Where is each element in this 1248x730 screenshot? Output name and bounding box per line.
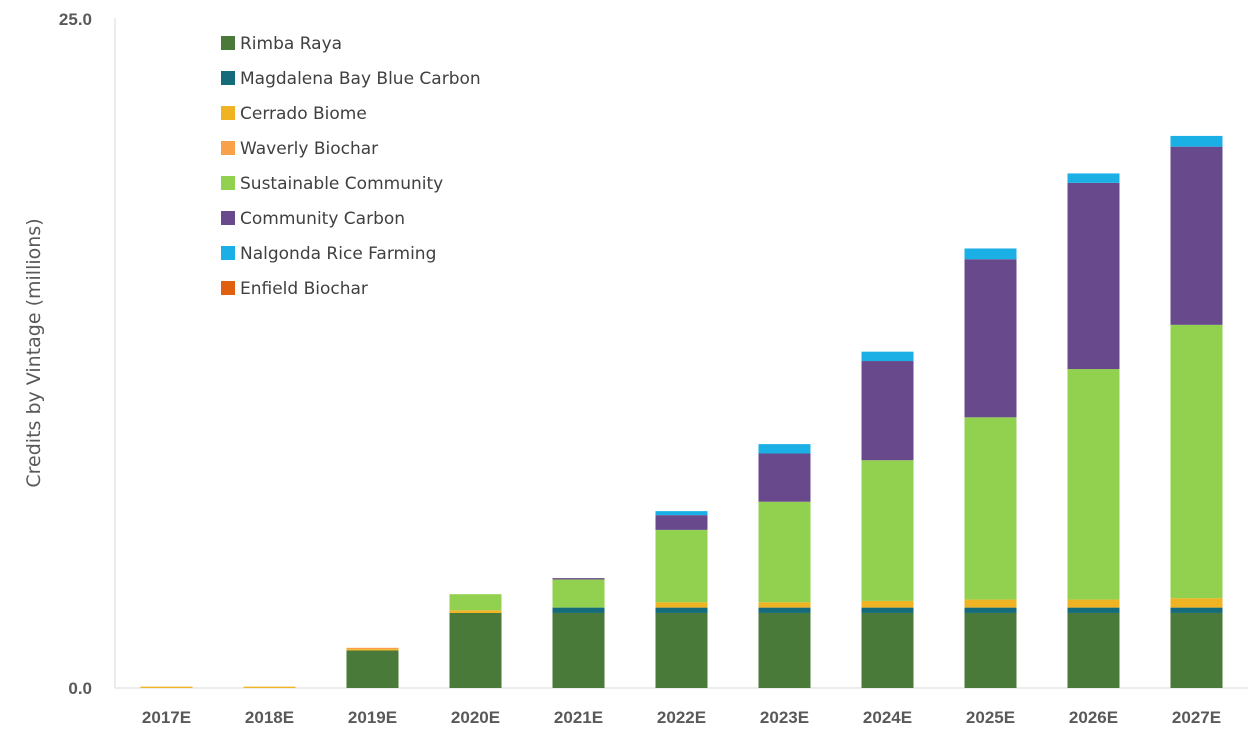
bar-segment-2022E-series-4 <box>655 529 708 603</box>
y-tick-max: 25.0 <box>59 10 92 29</box>
bar-segment-2027E-series-5 <box>1170 146 1223 325</box>
legend-label-3: Waverly Biochar <box>240 139 378 159</box>
bar-segment-2026E-series-2 <box>1067 599 1120 608</box>
bar-segment-2025E-series-4 <box>964 417 1017 600</box>
x-tick-label-2019E: 2019E <box>348 708 397 727</box>
x-tick-label-2023E: 2023E <box>760 708 809 727</box>
bar-segment-2026E-series-0 <box>1067 612 1120 688</box>
legend-swatch-0 <box>221 36 235 50</box>
bar-segment-2022E-series-6 <box>655 511 708 516</box>
bar-segment-2026E-series-4 <box>1067 369 1120 600</box>
bar-segment-2023E-series-4 <box>758 501 811 603</box>
legend-swatch-2 <box>221 106 235 120</box>
legend-label-0: Rimba Raya <box>240 34 342 54</box>
bar-segment-2025E-series-1 <box>964 607 1017 613</box>
bar-segment-2024E-series-6 <box>861 351 914 362</box>
bar-segment-2023E-series-5 <box>758 453 811 502</box>
legend-label-7: Enfield Biochar <box>240 279 368 299</box>
legend-swatch-7 <box>221 281 235 295</box>
bar-segment-2026E-series-1 <box>1067 607 1120 613</box>
bar-segment-2021E-series-4 <box>552 579 605 608</box>
y-axis-label: Credits by Vintage (millions) <box>23 218 45 487</box>
bar-segment-2025E-series-5 <box>964 259 1017 418</box>
bar-segment-2019E-series-3 <box>346 647 399 650</box>
bar-segment-2025E-series-6 <box>964 248 1017 260</box>
x-tick-label-2024E: 2024E <box>863 708 912 727</box>
bar-segment-2017E-series-2 <box>140 686 193 688</box>
bar-segment-2018E-series-2 <box>243 686 296 688</box>
x-tick-label-2027E: 2027E <box>1172 708 1221 727</box>
bar-segment-2024E-series-2 <box>861 600 914 608</box>
legend-label-6: Nalgonda Rice Farming <box>240 244 436 264</box>
bar-segment-2020E-series-0 <box>449 612 502 688</box>
bar-segment-2027E-series-6 <box>1170 135 1223 147</box>
bar-segment-2026E-series-6 <box>1067 173 1120 183</box>
bar-segment-2025E-series-2 <box>964 599 1017 608</box>
bar-segment-2027E-series-4 <box>1170 324 1223 599</box>
bar-segment-2023E-series-6 <box>758 444 811 454</box>
bar-segment-2021E-series-1 <box>552 607 605 613</box>
legend-swatch-5 <box>221 211 235 225</box>
legend-swatch-4 <box>221 176 235 190</box>
x-tick-label-2026E: 2026E <box>1069 708 1118 727</box>
bar-segment-2023E-series-2 <box>758 602 811 608</box>
x-tick-label-2018E: 2018E <box>245 708 294 727</box>
legend-label-1: Magdalena Bay Blue Carbon <box>240 69 481 89</box>
bar-segment-2023E-series-1 <box>758 607 811 613</box>
bar-segment-2019E-series-2 <box>346 649 399 651</box>
bar-segment-2019E-series-0 <box>346 650 399 688</box>
bar-segment-2020E-series-2 <box>449 610 502 613</box>
bar-segment-2025E-series-0 <box>964 612 1017 688</box>
bars-group <box>140 135 1223 688</box>
bar-segment-2021E-series-0 <box>552 612 605 688</box>
legend: Rimba Raya Magdalena Bay Blue Carbon Cerra… <box>221 34 481 299</box>
bar-segment-2024E-series-0 <box>861 612 914 688</box>
y-tick-min: 0.0 <box>68 679 92 698</box>
bar-segment-2024E-series-1 <box>861 607 914 613</box>
bar-segment-2022E-series-5 <box>655 515 708 530</box>
bar-segment-2027E-series-1 <box>1170 607 1223 613</box>
bar-segment-2022E-series-1 <box>655 607 708 613</box>
legend-swatch-6 <box>221 246 235 260</box>
bar-segment-2027E-series-2 <box>1170 598 1223 608</box>
x-tick-label-2025E: 2025E <box>966 708 1015 727</box>
bar-segment-2024E-series-4 <box>861 460 914 601</box>
bar-segment-2022E-series-0 <box>655 612 708 688</box>
legend-swatch-1 <box>221 71 235 85</box>
bar-segment-2023E-series-0 <box>758 612 811 688</box>
legend-label-4: Sustainable Community <box>240 174 443 194</box>
legend-swatch-3 <box>221 141 235 155</box>
bar-segment-2026E-series-5 <box>1067 182 1120 370</box>
x-tick-label-2022E: 2022E <box>657 708 706 727</box>
x-ticks-group: 2017E 2018E 2019E 2020E 2021E 2022E 2023E 2024E… <box>142 708 1221 727</box>
bar-segment-2022E-series-2 <box>655 602 708 608</box>
bar-segment-2024E-series-5 <box>861 361 914 461</box>
x-tick-label-2017E: 2017E <box>142 708 191 727</box>
bar-segment-2027E-series-0 <box>1170 612 1223 688</box>
legend-label-5: Community Carbon <box>240 209 405 229</box>
x-tick-label-2020E: 2020E <box>451 708 500 727</box>
bar-segment-2020E-series-4 <box>449 594 502 611</box>
legend-label-2: Cerrado Biome <box>240 104 367 124</box>
x-tick-label-2021E: 2021E <box>554 708 603 727</box>
bar-segment-2021E-series-5 <box>552 578 605 580</box>
